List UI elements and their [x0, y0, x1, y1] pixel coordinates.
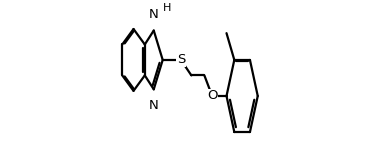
- Text: H: H: [162, 3, 171, 13]
- Text: N: N: [149, 8, 158, 21]
- Text: N: N: [149, 99, 158, 112]
- Text: S: S: [177, 53, 185, 66]
- Text: O: O: [207, 89, 217, 103]
